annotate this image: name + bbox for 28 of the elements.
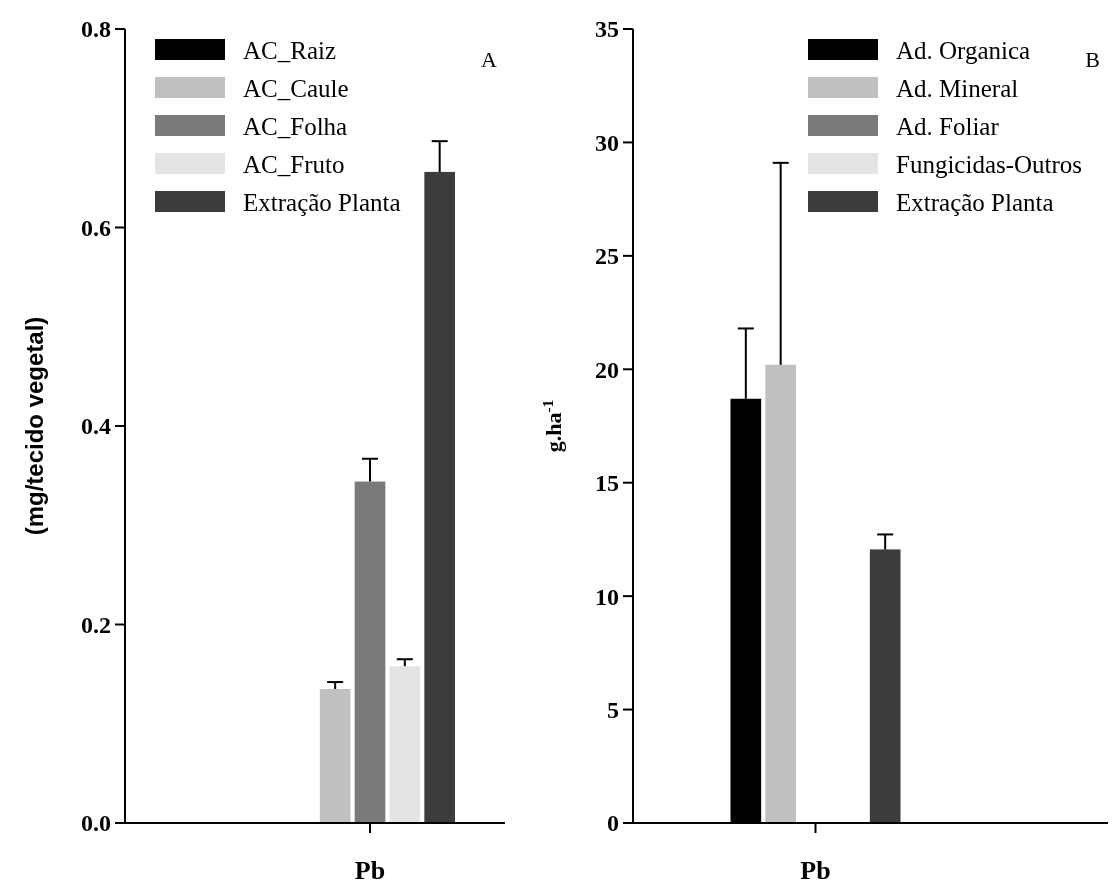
legend-label: Extração Planta	[896, 188, 1054, 216]
y-tick-label: 0.4	[81, 413, 111, 440]
y-tick-label: 0.8	[81, 16, 111, 43]
legend-label: Extração Planta	[243, 188, 401, 216]
text: A	[481, 47, 498, 72]
legend-label: AC_Caule	[243, 74, 349, 102]
y-tick-label: 20	[595, 356, 619, 383]
legend-label: Ad. Foliar	[896, 112, 1000, 140]
y-tick-label: 30	[595, 129, 619, 156]
y-tick-label: 0.2	[81, 611, 111, 638]
legend-label: Ad. Organica	[896, 36, 1031, 64]
y-axis-title: (mg/tecido vegetal)	[21, 316, 48, 536]
y-tick-label: 15	[595, 470, 619, 497]
x-tick-label: Pb	[354, 856, 386, 885]
y-tick-label: 35	[595, 16, 619, 43]
legend-label: Fungicidas-Outros	[896, 150, 1083, 178]
y-tick-label: 0.6	[81, 214, 111, 241]
y-tick-label: 0.0	[81, 810, 111, 837]
y-tick-label: 25	[595, 243, 619, 270]
legend-label: AC_Fruto	[243, 150, 345, 178]
legend-label: AC_Raiz	[243, 36, 337, 64]
y-tick-label: 0	[607, 810, 619, 837]
legend-label: AC_Folha	[243, 112, 348, 140]
y-tick-label: 5	[607, 696, 619, 723]
legend-label: Ad. Mineral	[896, 74, 1019, 102]
text: B	[1085, 47, 1100, 72]
x-tick-label: Pb	[800, 856, 831, 885]
y-tick-label: 10	[595, 583, 619, 610]
